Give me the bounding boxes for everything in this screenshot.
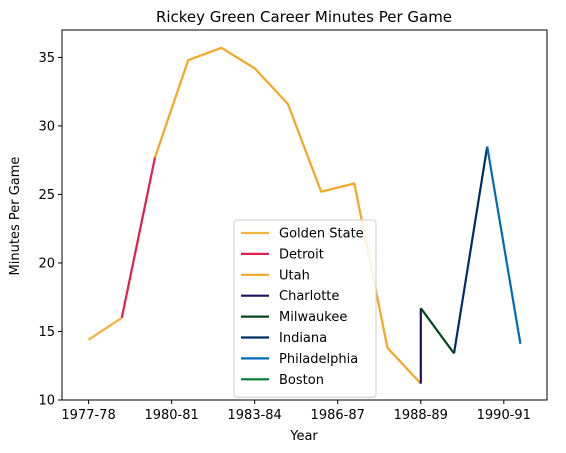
y-axis: 10 15 20 25 30 35 (38, 51, 62, 409)
legend-label: Milwaukee (279, 310, 347, 325)
legend: Golden State Detroit Utah Charlotte Milwauke… (233, 219, 377, 398)
x-tick-label: 1983-84 (228, 408, 282, 423)
legend-box (233, 219, 377, 398)
plot-frame (61, 29, 548, 401)
series-line-golden-state (87, 316, 123, 341)
y-tick-label: 15 (38, 325, 55, 340)
series-line-milwaukee (419, 307, 455, 355)
series-line-philadelphia (486, 146, 522, 344)
y-axis-label: Minutes Per Game (8, 157, 23, 276)
legend-label: Golden State (279, 227, 364, 242)
legend-label: Indiana (279, 331, 327, 346)
x-tick-label: 1977-78 (61, 408, 115, 423)
series-line-detroit (120, 157, 157, 319)
x-tick-label: 1986-87 (311, 408, 365, 423)
x-tick-label: 1988-89 (394, 408, 448, 423)
x-tick-label: 1980-81 (144, 408, 198, 423)
y-tick-label: 35 (38, 51, 55, 66)
x-axis-label: Year (289, 429, 318, 444)
y-tick-label: 25 (38, 188, 55, 203)
y-tick-label: 20 (38, 256, 55, 271)
legend-label: Detroit (279, 247, 324, 262)
legend-label: Utah (279, 268, 310, 283)
legend-label: Charlotte (279, 289, 339, 304)
series-line-indiana (452, 146, 489, 354)
y-tick-label: 10 (38, 394, 55, 409)
chart-title: Rickey Green Career Minutes Per Game (156, 8, 452, 26)
y-tick-label: 30 (38, 119, 55, 134)
legend-label: Boston (279, 373, 324, 388)
x-axis: 1977-78 1980-81 1983-84 1986-87 1988-89 1990-… (61, 400, 531, 423)
legend-label: Philadelphia (279, 352, 358, 367)
x-tick-label: 1990-91 (477, 408, 531, 423)
